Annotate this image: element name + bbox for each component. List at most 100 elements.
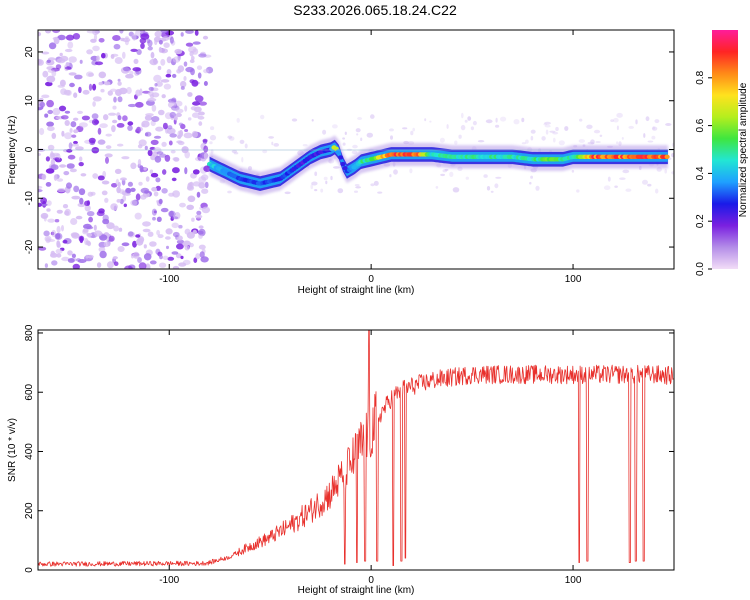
noise-speckle bbox=[47, 144, 55, 151]
noise-speckle bbox=[68, 56, 77, 63]
faint-speckle bbox=[227, 190, 232, 194]
noise-speckle bbox=[99, 234, 108, 241]
faint-speckle bbox=[595, 141, 601, 143]
noise-speckle bbox=[47, 69, 55, 73]
noise-speckle bbox=[135, 234, 141, 238]
noise-speckle bbox=[117, 78, 121, 82]
noise-speckle bbox=[139, 165, 144, 173]
noise-speckle bbox=[130, 253, 135, 259]
noise-speckle bbox=[115, 178, 120, 186]
noise-speckle bbox=[82, 89, 90, 95]
noise-speckle bbox=[64, 132, 73, 140]
snr-axes: -100 0 100 0 200 400 600 800 bbox=[24, 324, 674, 586]
snr-y-axis-label: SNR (10 * v/v) bbox=[7, 418, 18, 482]
faint-speckle bbox=[302, 144, 308, 147]
noise-speckle bbox=[198, 121, 203, 126]
noise-speckle bbox=[125, 187, 132, 194]
noise-speckle bbox=[113, 96, 117, 103]
noise-speckle bbox=[162, 169, 167, 175]
faint-speckle bbox=[571, 169, 575, 173]
faint-speckle bbox=[440, 173, 445, 177]
noise-speckle bbox=[172, 231, 180, 238]
noise-speckle bbox=[150, 51, 155, 59]
noise-speckle bbox=[195, 214, 203, 219]
noise-speckle bbox=[184, 129, 189, 132]
noise-speckle bbox=[169, 133, 177, 138]
noise-speckle bbox=[106, 222, 115, 230]
noise-speckle bbox=[147, 46, 153, 51]
noise-speckle bbox=[62, 204, 69, 209]
noise-speckle bbox=[127, 231, 134, 237]
faint-speckle bbox=[618, 141, 622, 147]
faint-speckle bbox=[553, 137, 556, 143]
faint-speckle bbox=[325, 180, 328, 185]
noise-speckle bbox=[70, 218, 78, 225]
noise-speckle bbox=[44, 113, 49, 118]
noise-speckle bbox=[172, 190, 181, 198]
noise-speckle bbox=[82, 228, 89, 233]
faint-speckle bbox=[355, 186, 361, 189]
faint-speckle bbox=[555, 126, 559, 132]
noise-speckle bbox=[94, 61, 104, 66]
noise-speckle bbox=[43, 230, 50, 237]
noise-speckle bbox=[134, 212, 142, 220]
noise-speckle bbox=[186, 231, 195, 239]
noise-speckle bbox=[145, 263, 151, 269]
colorbar-tick-label: 0.0 bbox=[695, 262, 706, 276]
faint-speckle bbox=[461, 112, 464, 119]
noise-speckle bbox=[117, 115, 122, 121]
noise-speckle bbox=[203, 69, 210, 74]
noise-speckle bbox=[191, 130, 198, 138]
noise-speckle bbox=[104, 153, 113, 158]
noise-speckle bbox=[158, 46, 162, 53]
noise-speckle bbox=[127, 121, 134, 126]
faint-speckle bbox=[262, 149, 268, 154]
noise-speckle bbox=[44, 235, 52, 242]
noise-speckle bbox=[150, 172, 159, 178]
noise-speckle bbox=[171, 177, 177, 182]
noise-speckle bbox=[93, 224, 97, 231]
noise-speckle bbox=[169, 111, 176, 119]
noise-speckle bbox=[45, 156, 51, 162]
faint-speckle bbox=[322, 129, 327, 135]
noise-speckle bbox=[183, 76, 187, 81]
faint-speckle bbox=[370, 183, 375, 187]
noise-speckle bbox=[98, 81, 104, 86]
noise-speckle bbox=[141, 123, 145, 128]
noise-speckle bbox=[135, 101, 144, 108]
noise-speckle bbox=[92, 173, 99, 179]
noise-speckle bbox=[166, 127, 176, 135]
noise-speckle bbox=[183, 61, 188, 67]
faint-speckle bbox=[599, 134, 603, 137]
faint-speckle bbox=[490, 190, 494, 193]
noise-speckle bbox=[65, 66, 72, 70]
noise-speckle bbox=[142, 228, 151, 233]
noise-speckle bbox=[143, 253, 152, 261]
noise-speckle bbox=[93, 33, 98, 41]
noise-speckle bbox=[77, 110, 83, 114]
noise-speckle bbox=[176, 235, 183, 241]
noise-speckle bbox=[132, 67, 141, 72]
faint-speckle bbox=[377, 191, 383, 194]
faint-speckle bbox=[356, 133, 359, 136]
noise-speckle bbox=[67, 250, 73, 256]
noise-speckle bbox=[113, 43, 121, 50]
colorbar-label: Normalized spectral amplitude bbox=[738, 82, 749, 217]
faint-speckle bbox=[472, 120, 477, 126]
noise-speckle bbox=[139, 30, 144, 34]
noise-speckle bbox=[180, 255, 184, 260]
faint-speckle bbox=[578, 139, 585, 143]
faint-speckle bbox=[355, 128, 361, 133]
noise-speckle bbox=[127, 125, 133, 131]
faint-speckle bbox=[579, 118, 583, 122]
faint-speckle bbox=[603, 185, 611, 190]
noise-speckle bbox=[98, 208, 105, 214]
x-tick-label: 100 bbox=[565, 274, 582, 285]
noise-speckle bbox=[173, 116, 178, 121]
noise-speckle bbox=[41, 94, 50, 99]
noise-speckle bbox=[112, 119, 118, 124]
noise-speckle bbox=[38, 202, 42, 207]
faint-speckle bbox=[446, 124, 449, 129]
faint-speckle bbox=[610, 119, 614, 122]
noise-speckle bbox=[189, 59, 195, 64]
